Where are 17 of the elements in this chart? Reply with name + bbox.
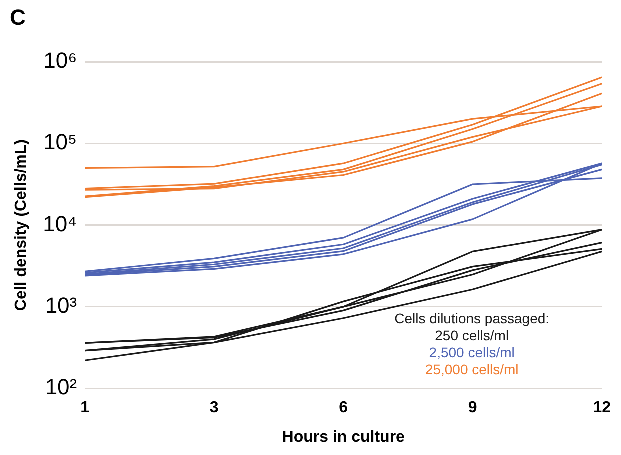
text: 250 cells/ml <box>435 327 510 344</box>
y-tick-label: 10² <box>45 374 78 400</box>
y-axis-title: Cell density (Cells/mL) <box>13 140 30 312</box>
text: 2,500 cells/ml <box>429 344 515 360</box>
x-tick-label: 3 <box>210 400 219 417</box>
y-tick-label: 10⁵ <box>44 130 78 155</box>
x-tick-label: 12 <box>593 400 612 417</box>
y-tick-label: 10⁶ <box>44 48 78 74</box>
y-tick-label: 10³ <box>45 293 78 318</box>
legend-title: Cells dilutions passaged: <box>394 310 550 326</box>
x-axis-title: Hours in culture <box>282 428 406 446</box>
y-tick-label: 10⁴ <box>43 211 78 236</box>
x-tick-label: 1 <box>80 400 90 417</box>
x-tick-label: 9 <box>468 400 478 417</box>
text: 25,000 cells/ml <box>425 361 519 378</box>
x-tick-label: 6 <box>339 400 348 417</box>
text: C <box>10 5 26 30</box>
